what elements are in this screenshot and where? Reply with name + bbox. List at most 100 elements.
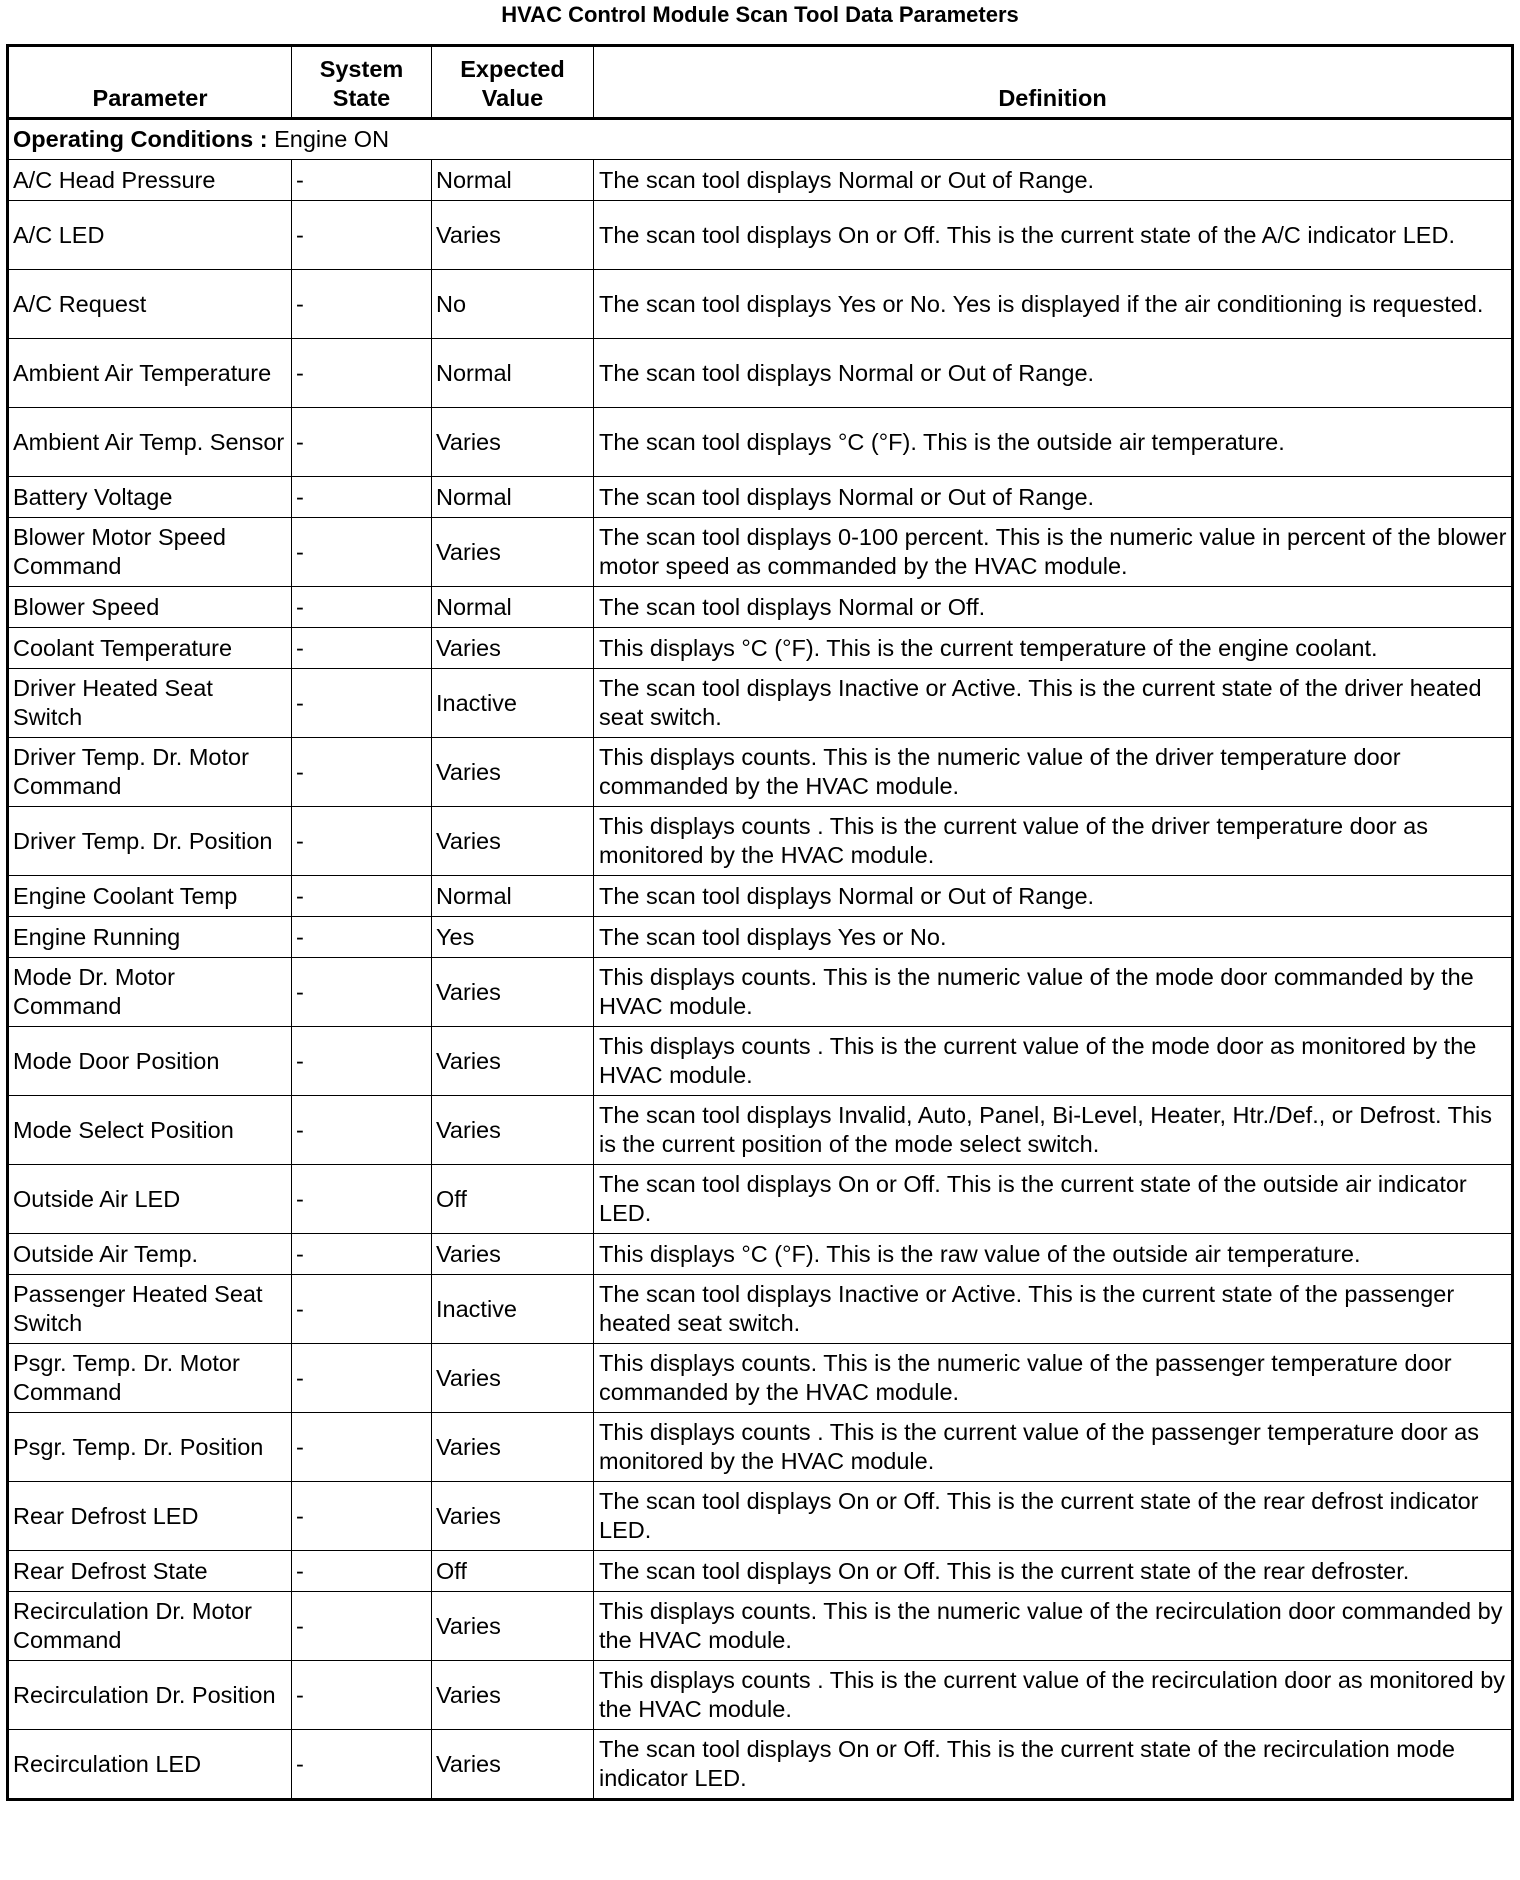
- definition-cell: The scan tool displays 0-100 percent. Th…: [593, 517, 1513, 587]
- system-state-cell: -: [291, 1095, 432, 1165]
- table-row: Coolant Temperature - Varies This displays …: [7, 627, 1513, 669]
- expected-value-cell: Normal: [431, 159, 594, 201]
- definition-cell: This displays counts . This is the curre…: [593, 1026, 1513, 1096]
- expected-value-cell: Varies: [431, 200, 594, 270]
- parameter-cell: Driver Temp. Dr. Position: [7, 806, 292, 876]
- parameter-cell: Blower Motor Speed Command: [7, 517, 292, 587]
- definition-cell: The scan tool displays Yes or No. Yes is…: [593, 269, 1513, 339]
- system-state-cell: -: [291, 1164, 432, 1234]
- table-row: Driver Temp. Dr. Position - Varies This dis…: [7, 806, 1513, 876]
- system-state-cell: -: [291, 1729, 432, 1800]
- system-state-cell: -: [291, 159, 432, 201]
- table-row: Engine Coolant Temp - Normal The scan tool …: [7, 875, 1513, 917]
- header-system-state: System State: [291, 45, 432, 120]
- parameter-cell: A/C Head Pressure: [7, 159, 292, 201]
- parameter-cell: Mode Door Position: [7, 1026, 292, 1096]
- definition-cell: This displays counts . This is the curre…: [593, 1412, 1513, 1482]
- expected-value-cell: Varies: [431, 1343, 594, 1413]
- section-row: Operating Conditions : Engine ON: [7, 118, 1513, 160]
- definition-cell: This displays counts . This is the curre…: [593, 1660, 1513, 1730]
- definition-cell: This displays counts . This is the curre…: [593, 806, 1513, 876]
- system-state-cell: -: [291, 1343, 432, 1413]
- expected-value-cell: Inactive: [431, 668, 594, 738]
- parameter-cell: Driver Heated Seat Switch: [7, 668, 292, 738]
- parameter-cell: Outside Air Temp.: [7, 1233, 292, 1275]
- parameter-cell: Psgr. Temp. Dr. Motor Command: [7, 1343, 292, 1413]
- expected-value-cell: Varies: [431, 407, 594, 477]
- system-state-cell: -: [291, 627, 432, 669]
- definition-cell: The scan tool displays °C (°F). This is …: [593, 407, 1513, 477]
- section-separator: :: [253, 126, 275, 152]
- parameter-cell: Driver Temp. Dr. Motor Command: [7, 737, 292, 807]
- parameter-cell: Coolant Temperature: [7, 627, 292, 669]
- definition-cell: This displays counts. This is the numeri…: [593, 737, 1513, 807]
- parameter-cell: Outside Air LED: [7, 1164, 292, 1234]
- expected-value-cell: Varies: [431, 1591, 594, 1661]
- expected-value-cell: Varies: [431, 806, 594, 876]
- system-state-cell: -: [291, 1026, 432, 1096]
- parameter-cell: Recirculation LED: [7, 1729, 292, 1800]
- header-definition: Definition: [593, 45, 1513, 120]
- system-state-cell: -: [291, 1274, 432, 1344]
- definition-cell: The scan tool displays On or Off. This i…: [593, 1729, 1513, 1800]
- definition-cell: This displays counts. This is the numeri…: [593, 957, 1513, 1027]
- table-row: Passenger Heated Seat Switch - Inactive The…: [7, 1274, 1513, 1344]
- table-row: Mode Select Position - Varies The scan tool…: [7, 1095, 1513, 1165]
- system-state-cell: -: [291, 1591, 432, 1661]
- scan-tool-data-table: Parameter System State Expected Value De…: [6, 44, 1514, 1801]
- table-row: Ambient Air Temp. Sensor - Varies The scan …: [7, 407, 1513, 477]
- parameter-cell: Ambient Air Temp. Sensor: [7, 407, 292, 477]
- expected-value-cell: Normal: [431, 476, 594, 518]
- parameter-cell: Passenger Heated Seat Switch: [7, 1274, 292, 1344]
- parameter-cell: Engine Coolant Temp: [7, 875, 292, 917]
- definition-cell: This displays °C (°F). This is the curre…: [593, 627, 1513, 669]
- system-state-cell: -: [291, 1660, 432, 1730]
- document-title: HVAC Control Module Scan Tool Data Param…: [501, 2, 1019, 27]
- definition-cell: The scan tool displays Normal or Out of …: [593, 338, 1513, 408]
- table-row: A/C Request - No The scan tool displays Yes…: [7, 269, 1513, 339]
- parameter-cell: Blower Speed: [7, 586, 292, 628]
- definition-cell: The scan tool displays On or Off. This i…: [593, 1481, 1513, 1551]
- parameter-cell: Engine Running: [7, 916, 292, 958]
- expected-value-cell: Varies: [431, 737, 594, 807]
- system-state-cell: -: [291, 1412, 432, 1482]
- table-row: Battery Voltage - Normal The scan tool disp…: [7, 476, 1513, 518]
- expected-value-cell: Varies: [431, 1026, 594, 1096]
- parameter-cell: Mode Dr. Motor Command: [7, 957, 292, 1027]
- table-row: Rear Defrost LED - Varies The scan tool dis…: [7, 1481, 1513, 1551]
- definition-cell: The scan tool displays Yes or No.: [593, 916, 1513, 958]
- system-state-cell: -: [291, 1233, 432, 1275]
- header-expected-value: Expected Value: [431, 45, 594, 120]
- parameter-cell: Rear Defrost LED: [7, 1481, 292, 1551]
- parameter-cell: A/C Request: [7, 269, 292, 339]
- expected-value-cell: Off: [431, 1164, 594, 1234]
- expected-value-cell: Varies: [431, 627, 594, 669]
- system-state-cell: -: [291, 737, 432, 807]
- parameter-cell: Recirculation Dr. Motor Command: [7, 1591, 292, 1661]
- table-row: Psgr. Temp. Dr. Motor Command - Varies This…: [7, 1343, 1513, 1413]
- expected-value-cell: Varies: [431, 1729, 594, 1800]
- table-row: Outside Air LED - Off The scan tool display…: [7, 1164, 1513, 1234]
- definition-cell: The scan tool displays On or Off. This i…: [593, 200, 1513, 270]
- definition-cell: This displays counts. This is the numeri…: [593, 1343, 1513, 1413]
- system-state-cell: -: [291, 1550, 432, 1592]
- table-row: Mode Door Position - Varies This displays c…: [7, 1026, 1513, 1096]
- definition-cell: This displays °C (°F). This is the raw v…: [593, 1233, 1513, 1275]
- table-row: Psgr. Temp. Dr. Position - Varies This disp…: [7, 1412, 1513, 1482]
- expected-value-cell: Varies: [431, 1233, 594, 1275]
- table-row: Recirculation Dr. Position - Varies This di…: [7, 1660, 1513, 1730]
- definition-cell: The scan tool displays Normal or Out of …: [593, 159, 1513, 201]
- section-value: Engine ON: [274, 126, 390, 152]
- expected-value-cell: Off: [431, 1550, 594, 1592]
- table-row: Recirculation LED - Varies The scan tool di…: [7, 1729, 1513, 1800]
- table-row: Rear Defrost State - Off The scan tool disp…: [7, 1550, 1513, 1592]
- table-row: Blower Speed - Normal The scan tool display…: [7, 586, 1513, 628]
- definition-cell: The scan tool displays Inactive or Activ…: [593, 1274, 1513, 1344]
- expected-value-cell: Varies: [431, 1412, 594, 1482]
- system-state-cell: -: [291, 916, 432, 958]
- definition-cell: The scan tool displays Normal or Out of …: [593, 875, 1513, 917]
- header-parameter: Parameter: [7, 45, 292, 120]
- definition-cell: The scan tool displays On or Off. This i…: [593, 1550, 1513, 1592]
- definition-cell: This displays counts. This is the numeri…: [593, 1591, 1513, 1661]
- system-state-cell: -: [291, 957, 432, 1027]
